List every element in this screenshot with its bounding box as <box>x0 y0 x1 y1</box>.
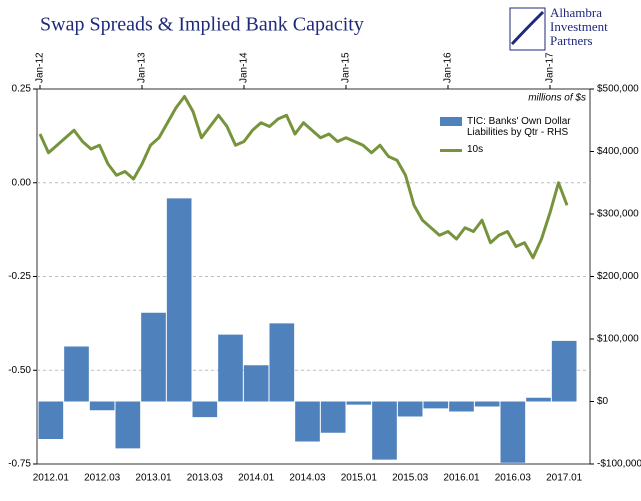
bar <box>346 401 372 405</box>
top-tick-label: Jan-12 <box>35 52 46 83</box>
legend-entry: TIC: Banks' Own Dollar Liabilities by Qt… <box>440 116 590 138</box>
bar <box>449 401 474 412</box>
bar <box>243 365 269 402</box>
x-tick-label: 2017.01 <box>546 473 583 484</box>
y-tick-label: 0.00 <box>12 177 32 188</box>
bar <box>192 401 218 418</box>
top-tick-label: Jan-16 <box>443 52 454 83</box>
legend-swatch <box>440 117 462 126</box>
x-tick-label: 2012.03 <box>84 473 121 484</box>
x-tick-label: 2014.03 <box>289 473 326 484</box>
y2-tick-label: $0 <box>597 396 609 407</box>
x-tick-label: 2013.03 <box>187 473 224 484</box>
y-tick-label: -0.25 <box>8 271 31 282</box>
bar <box>526 397 551 402</box>
bar <box>115 401 141 449</box>
legend: TIC: Banks' Own Dollar Liabilities by Qt… <box>440 116 590 161</box>
bar <box>423 401 449 409</box>
bar <box>320 401 346 433</box>
legend-swatch <box>440 149 462 152</box>
bar <box>397 401 423 417</box>
bar <box>500 401 526 463</box>
x-tick-label: 2016.03 <box>495 473 532 484</box>
logo-line: Partners <box>550 33 593 48</box>
top-tick-label: Jan-13 <box>137 52 148 83</box>
x-tick-label: 2013.01 <box>135 473 172 484</box>
y2-tick-label: -$100,000 <box>597 459 641 470</box>
line <box>38 95 569 260</box>
top-tick-label: Jan-17 <box>545 52 556 83</box>
y-tick-label: -0.75 <box>8 459 31 470</box>
bar <box>295 401 320 442</box>
bar <box>372 401 397 460</box>
bar <box>38 401 64 439</box>
bar <box>474 401 500 407</box>
y2-tick-label: $500,000 <box>597 84 639 95</box>
bar <box>89 401 115 411</box>
x-tick-label: 2015.03 <box>392 473 429 484</box>
bar <box>141 312 166 402</box>
legend-entry: 10s <box>440 144 590 155</box>
legend-label: 10s <box>467 144 484 155</box>
y-tick-label: 0.25 <box>12 84 32 95</box>
logo-line: Investment <box>550 19 608 34</box>
bar <box>166 198 192 402</box>
bar <box>64 346 89 402</box>
top-tick-label: Jan-15 <box>341 52 352 83</box>
y2-tick-label: $100,000 <box>597 334 639 345</box>
x-tick-label: 2014.01 <box>238 473 275 484</box>
y2-tick-label: $300,000 <box>597 209 639 220</box>
top-tick-label: Jan-14 <box>239 52 250 83</box>
y2-tick-label: $400,000 <box>597 146 639 157</box>
logo-line: Alhambra <box>550 5 602 20</box>
y2-tick-label: $200,000 <box>597 271 639 282</box>
x-tick-label: 2012.01 <box>33 473 70 484</box>
logo-swoosh <box>510 10 545 46</box>
x-tick-label: 2016.01 <box>443 473 480 484</box>
bar <box>269 323 295 402</box>
x-tick-label: 2015.01 <box>341 473 378 484</box>
bar <box>551 340 577 402</box>
chart-title: Swap Spreads & Implied Bank Capacity <box>40 14 364 36</box>
bar <box>218 334 243 402</box>
y-tick-label: -0.50 <box>8 365 31 376</box>
legend-label: TIC: Banks' Own Dollar Liabilities by Qt… <box>467 116 571 138</box>
annotation: millions of $s <box>528 93 586 104</box>
